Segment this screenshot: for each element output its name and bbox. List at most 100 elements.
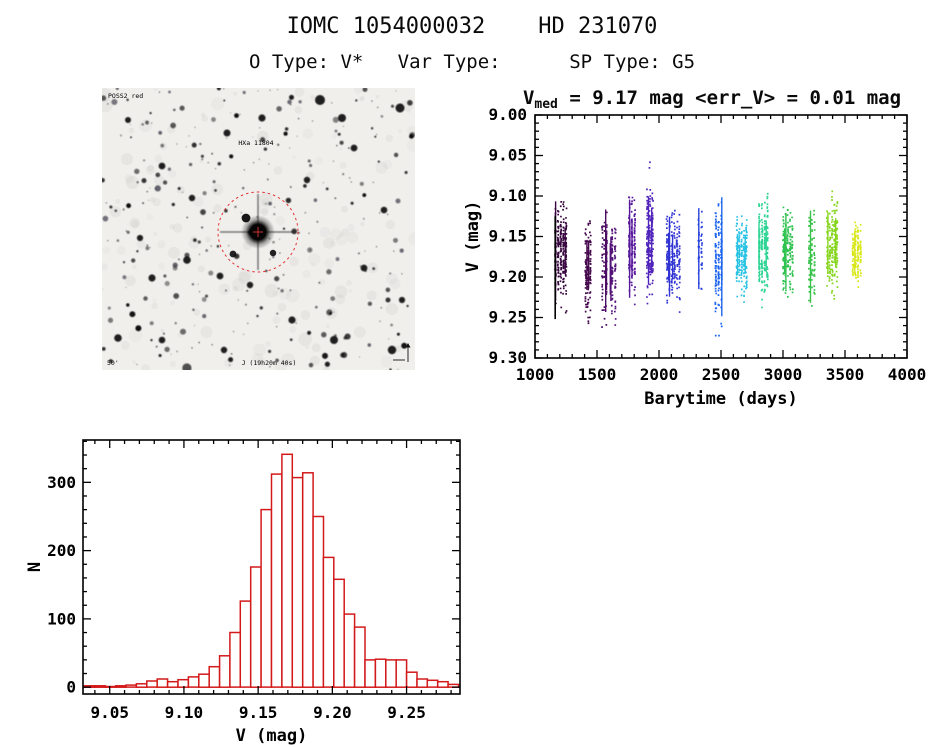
lightcurve-streak	[587, 241, 590, 289]
histogram-bar	[177, 678, 190, 688]
finder-chart-image: POSS2 red HXa 11804 J (19h20m 40s) 50'	[102, 88, 415, 370]
x-tick-label: 3000	[764, 365, 803, 384]
histogram-bar	[291, 476, 304, 688]
x-axis-label: Barytime (days)	[644, 389, 798, 409]
x-tick-label: 2000	[640, 365, 679, 384]
x-tick-label: 9.05	[90, 703, 129, 722]
histogram-bar	[114, 685, 127, 688]
histogram-bar	[405, 671, 418, 688]
lightcurve-streak	[605, 209, 607, 312]
nearby-star-label: HXa 11804	[238, 139, 273, 147]
y-tick-label: 9.05	[488, 146, 527, 165]
lightcurve-streak	[765, 220, 767, 272]
lightcurve-cluster-5	[645, 161, 654, 305]
histogram-bar	[104, 685, 117, 688]
histogram-bar	[312, 515, 325, 688]
histogram-bar	[239, 600, 252, 688]
lightcurve-streak	[631, 218, 633, 279]
lightcurve-streak	[854, 231, 856, 274]
compass-icon	[393, 343, 411, 362]
lightcurve-streak	[647, 196, 650, 285]
lightcurve-streak	[651, 207, 653, 274]
lightcurve-streak	[721, 197, 723, 317]
x-tick-label: 1000	[516, 365, 555, 384]
coordinates-label: J (19h20m 40s)	[242, 359, 297, 367]
histogram-bar	[249, 566, 262, 688]
y-tick-label: 9.25	[488, 308, 527, 327]
histogram-bar	[270, 473, 283, 688]
lightcurve-cluster-3	[610, 227, 617, 326]
x-axis-label: V (mag)	[236, 726, 308, 746]
y-tick-label: 9.30	[488, 348, 527, 367]
lightcurve-cluster-13	[826, 190, 839, 300]
histogram-bar	[436, 680, 449, 688]
lightcurve-title-subscript: med	[534, 97, 558, 112]
histogram-bar	[374, 658, 387, 688]
x-tick-label: 3500	[826, 365, 865, 384]
histogram-plot: 9.05 9.10 9.15 9.20 9.25 0 100 200 300 V (mag) N	[25, 439, 461, 746]
y-tick-label: 9.10	[488, 186, 527, 205]
lightcurve-streak	[668, 216, 671, 297]
lightcurve-streak	[668, 232, 670, 281]
y-tick-label: 100	[47, 609, 76, 628]
y-axis-label: N	[25, 562, 45, 572]
histogram-bar	[353, 626, 366, 688]
lightcurve-cluster-12	[808, 209, 816, 307]
histogram-bar	[395, 659, 408, 688]
y-tick-label: 9.00	[488, 105, 527, 124]
x-tick-label: 9.10	[165, 703, 204, 722]
histogram-bar	[218, 655, 231, 688]
lightcurve-streak	[736, 233, 739, 275]
histogram-bar	[364, 659, 377, 688]
histogram-bar	[333, 578, 345, 688]
histogram-bar	[208, 665, 221, 688]
lightcurve-title-rest: = 9.17 mag <err_V> = 0.01 mag	[557, 87, 902, 109]
lightcurve-streak	[628, 199, 631, 298]
lightcurve-dense-line	[554, 216, 556, 320]
lightcurve-streak	[671, 234, 674, 279]
plot-frame	[82, 439, 461, 695]
lightcurve-cluster-11	[782, 206, 794, 298]
lightcurve-points	[554, 161, 862, 337]
lightcurve-streak	[827, 212, 829, 274]
histogram-bar	[135, 683, 148, 688]
lightcurve-streak	[783, 228, 786, 274]
axis-ticks	[534, 114, 908, 359]
lightcurve-cluster-14	[851, 221, 862, 288]
histogram-bar	[229, 631, 242, 688]
lightcurve-streak	[609, 243, 611, 295]
page-subtitle: O Type: V* Var Type: SP Type: G5	[248, 51, 696, 73]
histogram-bars	[83, 453, 460, 688]
y-tick-label: 300	[47, 473, 76, 492]
lightcurve-streak	[758, 222, 760, 271]
histogram-bar	[322, 556, 335, 688]
lightcurve-title: Vmed = 9.17 mag <err_V> = 0.01 mag	[460, 87, 944, 116]
x-tick-label: 2500	[702, 365, 741, 384]
y-tick-label: 9.15	[488, 227, 527, 246]
y-tick-label: 0	[66, 678, 76, 697]
histogram-bar	[301, 472, 314, 688]
histogram-bar	[156, 678, 169, 688]
lightcurve-cluster-10	[758, 192, 769, 309]
plot-frame	[534, 114, 908, 359]
target-cross-icon	[253, 227, 263, 237]
page-title: IOMC 1054000032 HD 231070	[286, 14, 658, 39]
lightcurve-title-base: V	[522, 87, 535, 109]
lightcurve-streak	[564, 228, 566, 275]
histogram-bar	[187, 676, 200, 688]
x-tick-label: 9.15	[239, 703, 278, 722]
lightcurve-streak	[744, 234, 746, 274]
star-field	[102, 88, 415, 370]
lightcurve-streak	[785, 213, 787, 290]
lightcurve-cluster-1	[584, 220, 592, 325]
histogram-bar	[385, 659, 397, 688]
x-tick-label: 9.20	[313, 703, 352, 722]
lightcurve-streak	[809, 210, 812, 303]
histogram-bar	[94, 685, 107, 688]
lightcurve-plot: 1000 1500 2000 2500 3000 3500 4000 9.00 9.05 9.10…	[463, 105, 926, 409]
companion-star	[241, 213, 251, 223]
histogram-bar	[426, 679, 439, 688]
lightcurve-cluster-8	[714, 201, 723, 337]
lightcurve-streak	[835, 218, 837, 268]
scale-label: 50'	[107, 359, 119, 367]
